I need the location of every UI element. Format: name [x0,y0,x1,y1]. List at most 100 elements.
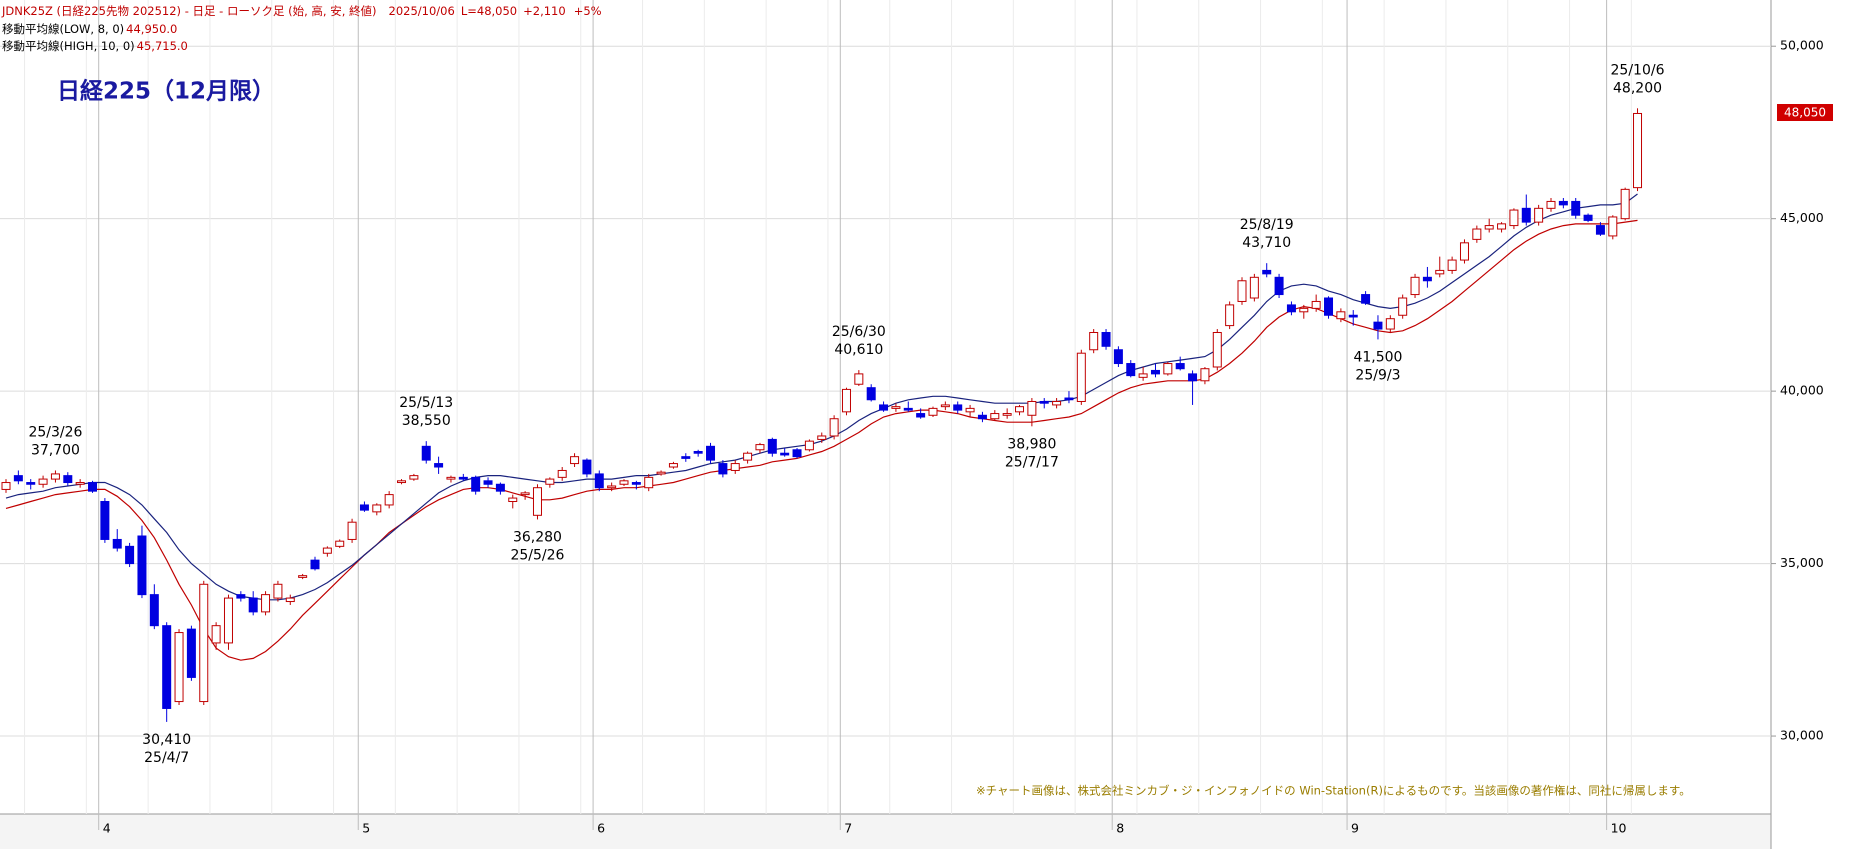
candle-body [298,575,308,578]
candle-body [458,476,468,480]
candle-body [248,597,258,613]
grid [0,0,1776,830]
candle-body [335,540,345,547]
candle-body [1163,363,1173,375]
x-axis-band [0,814,1771,849]
candle-body [532,487,542,516]
candle-body [520,492,530,496]
candle-body [211,625,221,644]
candle-body [199,583,209,703]
candle-body [162,625,172,709]
annotation-price: 30,410 [142,732,191,748]
candle-body [495,483,505,492]
annotation-date: 25/10/6 [1611,62,1665,78]
candle-body [706,445,716,461]
x-tick-label: 7 [844,821,852,836]
candle-body [1039,400,1049,404]
candle-body [545,478,555,485]
candle-body [26,482,36,485]
candle-body [409,475,419,480]
candle-body [1188,373,1198,382]
candle-body [137,535,147,596]
candle-body [1633,112,1643,189]
annotation-date: 25/8/19 [1240,217,1294,233]
price-tag-box [1777,104,1833,121]
candle-body [780,452,790,456]
candle-body [1175,363,1185,370]
annotation-price: 41,500 [1353,349,1402,365]
candle-body [1138,373,1148,378]
header-change: +2,110 [523,4,566,18]
candle-body [1595,225,1605,235]
candle-body [829,418,839,437]
annotation-price: 36,280 [513,529,562,545]
header: JDNK25Z (日経225先物 202512) - 日足 - ローソク足 (始… [1,4,602,18]
candle-body [693,450,703,454]
candle-body [1200,368,1210,382]
x-tick-label: 6 [597,821,605,836]
candle-body [644,476,654,489]
candle-body [557,469,567,478]
candle-body [125,545,135,565]
candle-body [434,463,444,468]
candle-body [100,501,110,540]
x-tick-label: 8 [1116,821,1124,836]
candle-body [1274,276,1284,296]
candle-body [804,440,814,451]
candle-body [1459,242,1469,261]
x-tick-label: 9 [1351,821,1359,836]
annotation-date: 25/5/26 [510,547,564,563]
candle-body [928,407,938,416]
annotation-date: 25/6/30 [832,324,886,340]
candle-body [767,438,777,454]
candle-body [594,473,604,489]
candle-body [273,583,283,599]
candle-body [792,449,802,458]
y-tick-label: 40,000 [1780,383,1824,398]
candle-body [1373,321,1383,330]
legend-name: 移動平均線(HIGH, 10, 0) [2,39,135,53]
x-tick-label: 5 [362,821,370,836]
annotation-price: 48,200 [1613,80,1662,96]
candle-body [1608,216,1618,237]
candle-body [1212,331,1222,368]
candle-body [755,444,765,451]
candle-body [817,435,827,440]
candles [1,108,1643,722]
candle-body [854,373,864,385]
candle-body [1546,200,1556,209]
legend-name: 移動平均線(LOW, 8, 0) [2,22,124,36]
candle-body [63,475,73,484]
candle-body [866,387,876,401]
candle-body [582,459,592,475]
candle-body [384,494,394,506]
candle-body [1484,225,1494,230]
candle-body [1497,223,1507,230]
candle-body [1052,400,1062,406]
candle-body [1472,228,1482,240]
header-date: 2025/10/06 [389,4,455,18]
legend-entry: 移動平均線(HIGH, 10, 0) 45,715.0 [2,39,188,53]
candle-body [1237,280,1247,302]
candle-body [359,504,369,511]
candle-body [1422,276,1432,282]
candle-body [1249,276,1259,299]
candle-body [1101,331,1111,347]
candle-body [13,475,23,482]
candle-body [718,463,728,475]
candle-body [891,406,901,409]
candle-body [186,628,196,678]
legend-value: 44,950.0 [126,22,177,36]
candle-body [1,482,11,490]
candle-body [446,476,456,480]
candle-body [977,414,987,420]
candle-body [743,452,753,461]
annotation-date: 25/9/3 [1355,367,1400,383]
candle-body [990,413,1000,420]
labels: 30,000 35,000 40,000 45,000 50,000 4 5 6 7 8 9 10 25… [28,38,1823,836]
candle-body [322,547,332,554]
candle-body [149,594,159,627]
annotation-price: 38,550 [402,413,451,429]
